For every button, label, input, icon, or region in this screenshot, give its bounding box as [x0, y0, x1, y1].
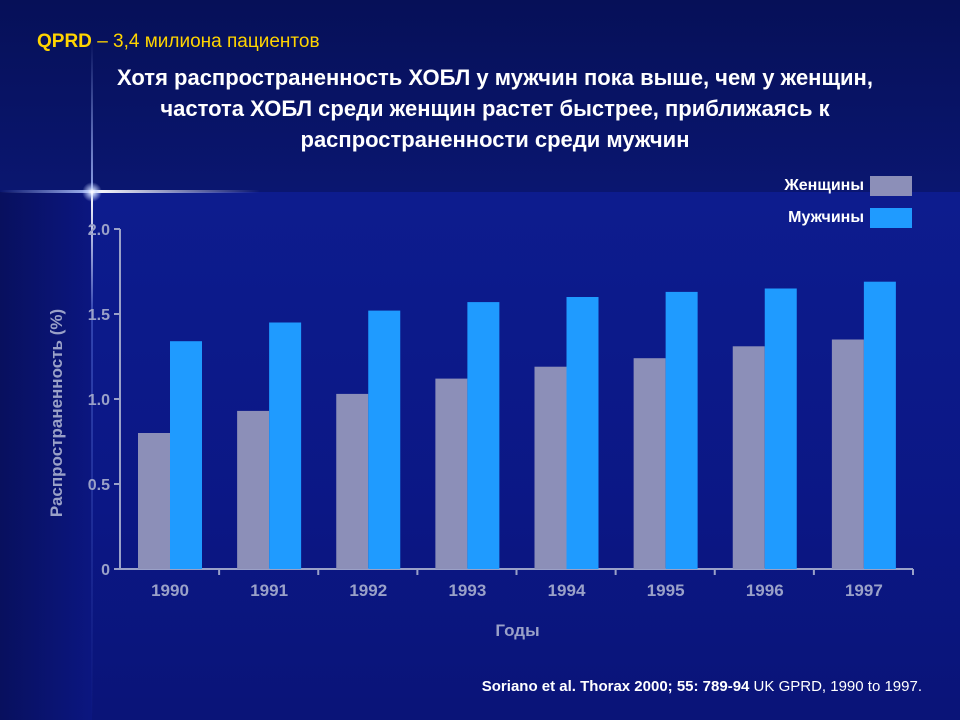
- header-subtitle: – 3,4 милиона пациентов: [97, 31, 320, 52]
- x-tick-label-1994: 1994: [548, 581, 586, 600]
- bar-men-1995: [665, 291, 698, 569]
- x-tick-label-1996: 1996: [746, 581, 784, 600]
- bar-men-1997: [863, 281, 896, 569]
- header-brand: QPRD: [37, 31, 92, 52]
- source-dataset: UK GPRD, 1990 to 1997.: [749, 678, 922, 695]
- x-tick-label-1995: 1995: [647, 581, 685, 600]
- light-flare-vertical: [91, 40, 93, 720]
- source-reference: Soriano et al. Thorax 2000; 55: 789-94: [481, 678, 750, 695]
- x-tick-label-1993: 1993: [448, 581, 486, 600]
- x-tick-label-1991: 1991: [250, 581, 288, 600]
- y-tick-label: 1.5: [88, 307, 110, 324]
- bar-men-1992: [368, 310, 401, 569]
- light-flare-horizontal: [0, 190, 260, 193]
- x-tick-label-1997: 1997: [845, 581, 883, 600]
- x-axis-label: Годы: [495, 621, 539, 640]
- slide-title: Хотя распространенность ХОБЛ у мужчин по…: [117, 65, 873, 152]
- background-left-band: [0, 192, 92, 720]
- bar-men-1993: [467, 302, 500, 569]
- y-tick-label: 2.0: [88, 222, 110, 239]
- legend-item-men: Мужчины: [784, 207, 912, 229]
- bar-women-1992: [336, 393, 369, 569]
- bar-women-1997: [831, 339, 864, 569]
- bar-women-1993: [435, 378, 468, 569]
- bar-women-1996: [732, 346, 765, 569]
- bar-women-1991: [237, 410, 270, 569]
- x-tick-label-1990: 1990: [151, 581, 189, 600]
- bar-men-1991: [269, 322, 302, 569]
- legend-swatch-women: [870, 176, 912, 196]
- y-tick-label: 0.5: [88, 477, 110, 494]
- y-tick-label: 1.0: [88, 392, 110, 409]
- bar-women-1990: [138, 433, 170, 569]
- x-tick-label-1992: 1992: [349, 581, 387, 600]
- bar-men-1994: [566, 297, 599, 569]
- y-axis-label: Распространенность (%): [47, 309, 66, 517]
- legend-label-women: Женщины: [784, 177, 864, 194]
- chart-legend: Женщины Мужчины: [784, 175, 912, 239]
- source-citation: Soriano et al. Thorax 2000; 55: 789-94 U…: [482, 678, 922, 695]
- header-line: QPRD – 3,4 милиона пациентов: [37, 31, 320, 53]
- bar-men-1990: [170, 341, 202, 569]
- legend-item-women: Женщины: [784, 175, 912, 197]
- bar-women-1995: [633, 358, 666, 569]
- light-flare-center: [82, 182, 102, 202]
- legend-swatch-men: [870, 208, 912, 228]
- y-tick-label: 0: [101, 562, 110, 579]
- bar-men-1996: [764, 288, 797, 569]
- bar-women-1994: [534, 366, 567, 569]
- background-top: [0, 0, 960, 192]
- legend-label-men: Мужчины: [788, 209, 864, 226]
